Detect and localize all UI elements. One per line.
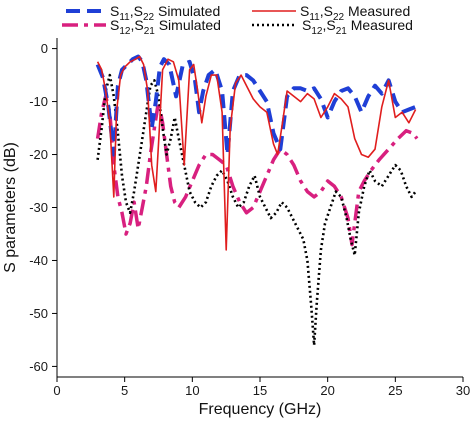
x-tick-label: 25 (388, 383, 402, 398)
plot-area (95, 54, 419, 347)
y-tick-label: 0 (41, 41, 48, 56)
y-axis-title: S parameters (dB) (2, 142, 19, 273)
y-tick-label: -50 (29, 306, 48, 321)
y-tick-label: -30 (29, 200, 48, 215)
x-tick-label: 5 (121, 383, 128, 398)
x-tick-label: 30 (456, 383, 470, 398)
series-line-s11_meas (96, 55, 417, 251)
legend: S11,S22 Simulated S11,S22 MeasuredS12,S21… (62, 3, 413, 37)
legend-label-s12_sim: S12,S21 Simulated (110, 17, 221, 37)
legend-label-s11_sim: S11,S22 Simulated (110, 3, 220, 23)
axes: 0 -10 -20 -30 -40 -50 -60 0 5 10 15 20 25 30 (29, 38, 470, 398)
legend-label-s11_meas: S11,S22 Measured (300, 3, 410, 23)
x-tick-label: 10 (185, 383, 199, 398)
x-axis-title: Frequency (GHz) (199, 401, 322, 418)
series-line-s12_sim (95, 94, 419, 247)
y-tick-label: -60 (29, 359, 48, 374)
x-tick-label: 15 (253, 383, 267, 398)
series-line-s12_meas (96, 73, 417, 347)
y-tick-label: -10 (29, 94, 48, 109)
x-tick-label: 20 (320, 383, 334, 398)
x-tick-label: 0 (53, 383, 60, 398)
y-tick-label: -20 (29, 147, 48, 162)
y-tick-label: -40 (29, 253, 48, 268)
legend-label-s12_meas: S12,S21 Measured (302, 17, 413, 37)
